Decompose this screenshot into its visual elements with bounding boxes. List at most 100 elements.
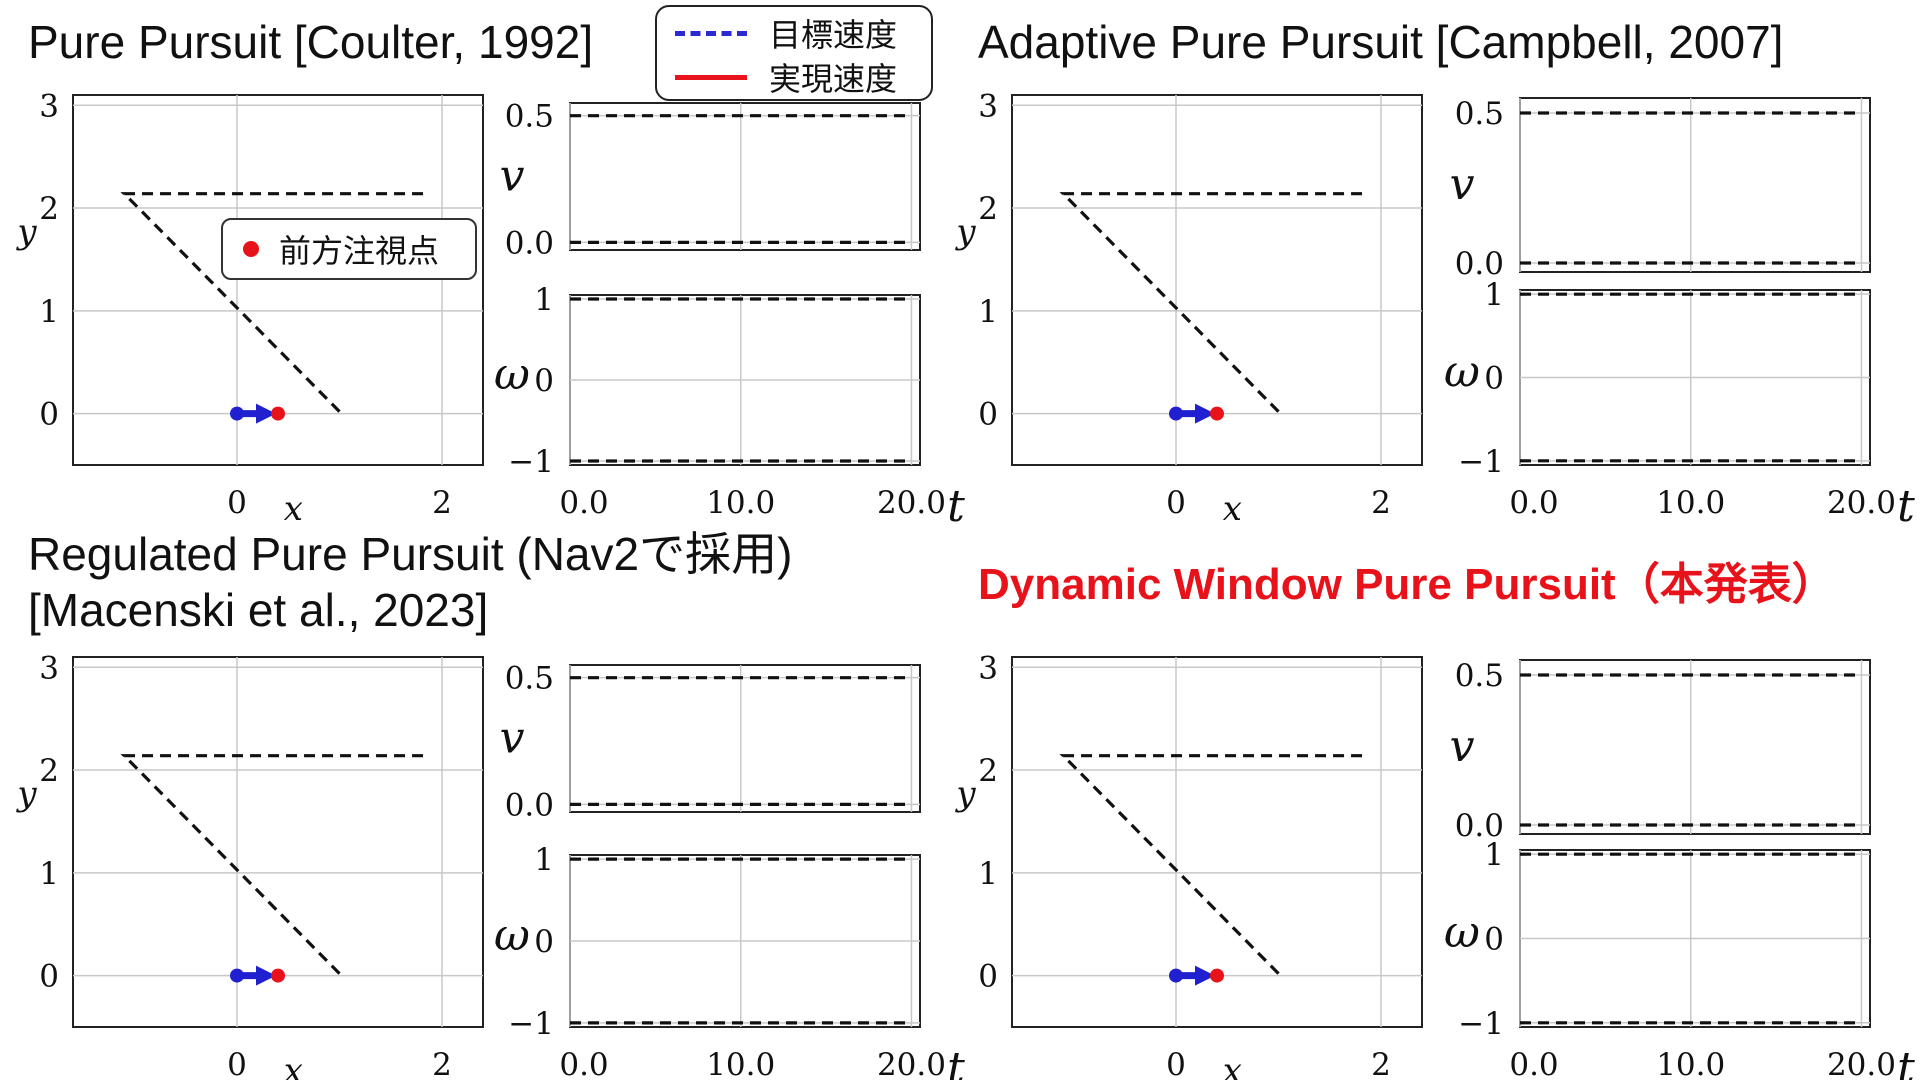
regulated-pure-pursuit-robot-arrowhead-icon [256, 965, 276, 986]
dynamic-window-pure-pursuit-robot-arrowhead-icon [1195, 965, 1215, 986]
title-regulated-pure-pursuit: Regulated Pure Pursuit (Nav2で採用) [28, 528, 793, 580]
adaptive-pure-pursuit-x-tick-label: 2 [1371, 485, 1391, 521]
dynamic-window-pure-pursuit-omega-tick-label: 1 [1484, 837, 1504, 873]
pure-pursuit-omega-tick-label: 1 [534, 282, 554, 318]
title-adaptive-pure-pursuit: Adaptive Pure Pursuit [Campbell, 2007] [978, 16, 1784, 68]
adaptive-pure-pursuit-t-tick-label: 0.0 [1509, 485, 1558, 521]
dynamic-window-pure-pursuit-reference-path-line [1059, 754, 1366, 975]
adaptive-pure-pursuit-y-tick-label: 3 [978, 88, 998, 124]
regulated-pure-pursuit-omega-tick-label: 1 [534, 842, 554, 878]
dynamic-window-pure-pursuit-omega-tick-label: −1 [1458, 1006, 1504, 1042]
dynamic-window-pure-pursuit-omega-tick-label: 0 [1484, 922, 1504, 958]
adaptive-pure-pursuit-reference-path-line [1059, 192, 1366, 413]
pure-pursuit-reference-path-line [120, 192, 427, 413]
legend-target-label: 目標速度 [769, 16, 898, 54]
regulated-pure-pursuit-t-tick-label: 20.0 [877, 1047, 946, 1080]
legend-target-velocity: 目標速度 [675, 13, 898, 54]
dynamic-window-pure-pursuit-t-axis-label: t [1897, 1043, 1915, 1080]
pure-pursuit-t-tick-label: 20.0 [877, 485, 946, 521]
dynamic-window-pure-pursuit-x-tick-label: 0 [1166, 1047, 1186, 1080]
dynamic-window-pure-pursuit-v-tick-label: 0.5 [1455, 658, 1504, 694]
velocity-legend: 目標速度 実現速度 [655, 5, 933, 101]
regulated-pure-pursuit-omega-axis-label: ω [494, 910, 530, 961]
pure-pursuit-t-tick-label: 10.0 [706, 485, 775, 521]
dynamic-window-pure-pursuit-x-tick-label: 2 [1371, 1047, 1391, 1080]
regulated-pure-pursuit-y-tick-label: 3 [39, 650, 59, 686]
dynamic-window-pure-pursuit-t-tick-label: 10.0 [1656, 1047, 1725, 1080]
legend-actual-velocity: 実現速度 [675, 57, 898, 98]
adaptive-pure-pursuit-omega-tick-label: 0 [1484, 361, 1504, 397]
adaptive-pure-pursuit-robot-position-point [1169, 406, 1183, 421]
dynamic-window-pure-pursuit-omega-axis-label: ω [1444, 907, 1480, 958]
adaptive-pure-pursuit-x-tick-label: 0 [1166, 485, 1186, 521]
regulated-pure-pursuit-x-tick-label: 0 [227, 1047, 247, 1080]
pure-pursuit-x-axis-label: x [284, 489, 303, 529]
lookahead-legend: 前方注視点 [221, 218, 477, 280]
adaptive-pure-pursuit-omega-axis-label: ω [1444, 346, 1480, 397]
dynamic-window-pure-pursuit-y-tick-label: 2 [978, 753, 998, 789]
regulated-pure-pursuit-v-axis-label: v [500, 713, 525, 764]
title-regulated-pure-pursuit-citation: [Macenski et al., 2023] [28, 584, 489, 636]
regulated-pure-pursuit-robot-position-point [230, 968, 244, 983]
pure-pursuit-v-axis-label: v [500, 151, 525, 202]
pure-pursuit-robot-arrowhead-icon [256, 403, 276, 424]
dynamic-window-pure-pursuit-y-tick-label: 1 [978, 856, 998, 892]
solid-line-swatch [675, 74, 747, 80]
pure-pursuit-v-tick-label: 0.5 [505, 99, 554, 135]
regulated-pure-pursuit-omega-tick-label: 0 [534, 924, 554, 960]
pure-pursuit-t-axis-label: t [947, 481, 965, 532]
regulated-pure-pursuit-y-tick-label: 0 [39, 959, 59, 995]
adaptive-pure-pursuit-omega-tick-label: 1 [1484, 277, 1504, 313]
dynamic-window-pure-pursuit-x-axis-label: x [1223, 1051, 1242, 1080]
pure-pursuit-velocity-axes [569, 102, 921, 251]
dynamic-window-pure-pursuit-y-tick-label: 0 [978, 959, 998, 995]
regulated-pure-pursuit-y-axis-label: y [15, 774, 37, 814]
pure-pursuit-x-tick-label: 0 [227, 485, 247, 521]
pure-pursuit-omega-tick-label: 0 [534, 363, 554, 399]
regulated-pure-pursuit-velocity-axes [569, 664, 921, 813]
regulated-pure-pursuit-reference-path-line [120, 754, 427, 975]
adaptive-pure-pursuit-y-axis-label: y [954, 212, 976, 252]
red-dot-icon [243, 241, 259, 257]
adaptive-pure-pursuit-robot-arrowhead-icon [1195, 403, 1215, 424]
pure-pursuit-y-tick-label: 1 [39, 294, 59, 330]
dynamic-window-pure-pursuit-v-tick-label: 0.0 [1455, 808, 1504, 844]
dynamic-window-pure-pursuit-robot-position-point [1169, 968, 1183, 983]
pure-pursuit-y-axis-label: y [15, 212, 37, 252]
pure-pursuit-y-tick-label: 0 [39, 397, 59, 433]
title-dynamic-window-pure-pursuit: Dynamic Window Pure Pursuit（本発表） [978, 560, 1836, 609]
regulated-pure-pursuit-lookahead-point [271, 968, 285, 983]
dynamic-window-pure-pursuit-trajectory-axes [1011, 656, 1423, 1028]
regulated-pure-pursuit-t-tick-label: 0.0 [559, 1047, 608, 1080]
regulated-pure-pursuit-omega-tick-label: −1 [508, 1006, 554, 1042]
regulated-pure-pursuit-v-tick-label: 0.5 [505, 661, 554, 697]
dynamic-window-pure-pursuit-v-axis-label: v [1450, 721, 1475, 772]
adaptive-pure-pursuit-t-tick-label: 20.0 [1827, 485, 1896, 521]
regulated-pure-pursuit-y-tick-label: 2 [39, 753, 59, 789]
regulated-pure-pursuit-x-tick-label: 2 [432, 1047, 452, 1080]
adaptive-pure-pursuit-x-axis-label: x [1223, 489, 1242, 529]
dynamic-window-pure-pursuit-velocity-axes [1519, 659, 1871, 835]
adaptive-pure-pursuit-t-tick-label: 10.0 [1656, 485, 1725, 521]
adaptive-pure-pursuit-t-axis-label: t [1897, 481, 1915, 532]
adaptive-pure-pursuit-lookahead-point [1210, 406, 1224, 421]
legend-actual-label: 実現速度 [769, 60, 898, 98]
regulated-pure-pursuit-v-tick-label: 0.0 [505, 787, 554, 823]
pure-pursuit-lookahead-point [271, 406, 285, 421]
pure-pursuit-robot-position-point [230, 406, 244, 421]
adaptive-pure-pursuit-omega-tick-label: −1 [1458, 444, 1504, 480]
pure-pursuit-omega-tick-label: −1 [508, 444, 554, 480]
pure-pursuit-y-tick-label: 2 [39, 191, 59, 227]
adaptive-pure-pursuit-y-tick-label: 1 [978, 294, 998, 330]
adaptive-pure-pursuit-trajectory-axes [1011, 94, 1423, 466]
regulated-pure-pursuit-t-axis-label: t [947, 1043, 965, 1080]
adaptive-pure-pursuit-y-tick-label: 2 [978, 191, 998, 227]
dynamic-window-pure-pursuit-t-tick-label: 20.0 [1827, 1047, 1896, 1080]
pure-pursuit-trajectory-axes [72, 94, 484, 466]
adaptive-pure-pursuit-v-tick-label: 0.5 [1455, 96, 1504, 132]
pure-pursuit-omega-axis-label: ω [494, 349, 530, 400]
dynamic-window-pure-pursuit-y-axis-label: y [954, 774, 976, 814]
regulated-pure-pursuit-y-tick-label: 1 [39, 856, 59, 892]
title-pure-pursuit: Pure Pursuit [Coulter, 1992] [28, 16, 594, 68]
